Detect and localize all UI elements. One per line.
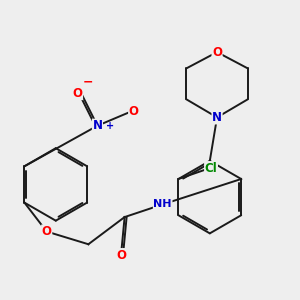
Text: O: O (73, 87, 82, 100)
Text: Cl: Cl (205, 162, 218, 175)
Text: −: − (83, 76, 94, 89)
Text: +: + (106, 121, 114, 131)
Text: N: N (212, 111, 222, 124)
Text: O: O (212, 46, 222, 59)
Text: NH: NH (153, 200, 172, 209)
Text: O: O (42, 225, 52, 238)
Text: O: O (116, 249, 126, 262)
Text: O: O (129, 105, 139, 119)
Text: N: N (92, 119, 102, 132)
